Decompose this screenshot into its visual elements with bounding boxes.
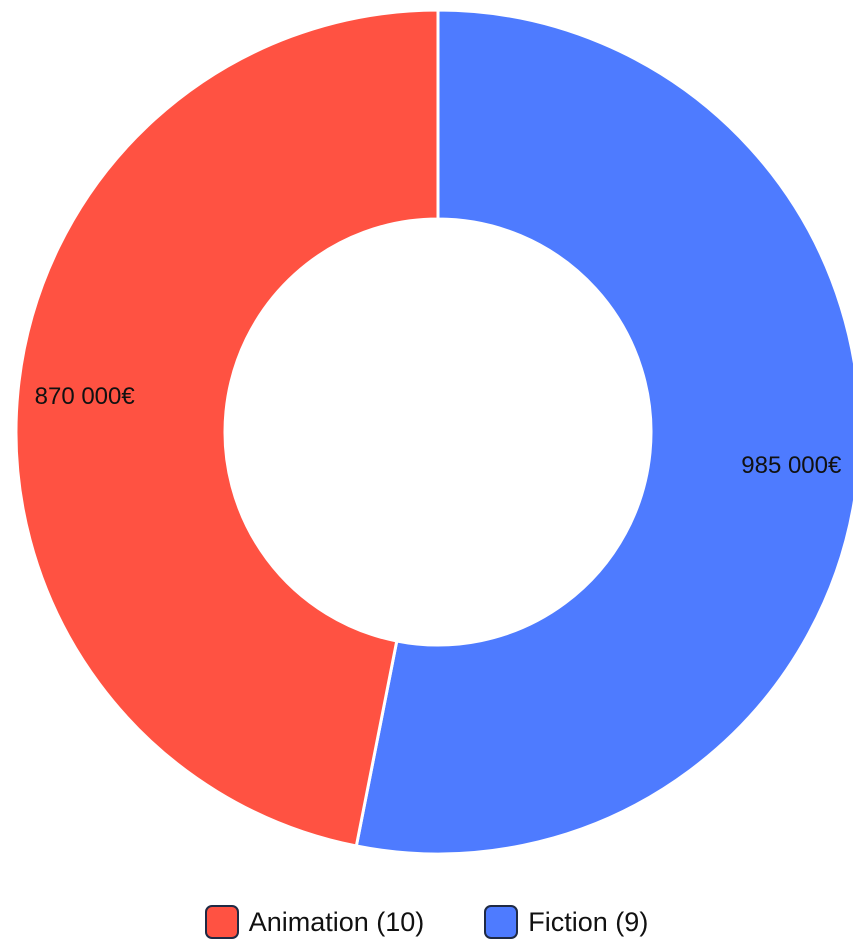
slice-label-fiction: 985 000€ xyxy=(741,452,842,479)
legend-label-animation: Animation (10) xyxy=(248,906,425,937)
slice-labels-layer: 985 000€ 870 000€ xyxy=(35,383,842,479)
legend: Animation (10) Fiction (9) xyxy=(0,900,853,944)
slices-layer xyxy=(14,8,853,856)
slice-fiction[interactable] xyxy=(354,8,853,856)
legend-swatch-fiction xyxy=(484,905,519,939)
legend-swatch-animation xyxy=(204,905,239,939)
slice-animation[interactable] xyxy=(14,8,440,848)
legend-label-fiction: Fiction (9) xyxy=(528,906,649,937)
legend-item-fiction[interactable]: Fiction (9) xyxy=(484,905,648,939)
legend-item-animation[interactable]: Animation (10) xyxy=(204,905,425,939)
slice-label-animation: 870 000€ xyxy=(35,383,136,410)
